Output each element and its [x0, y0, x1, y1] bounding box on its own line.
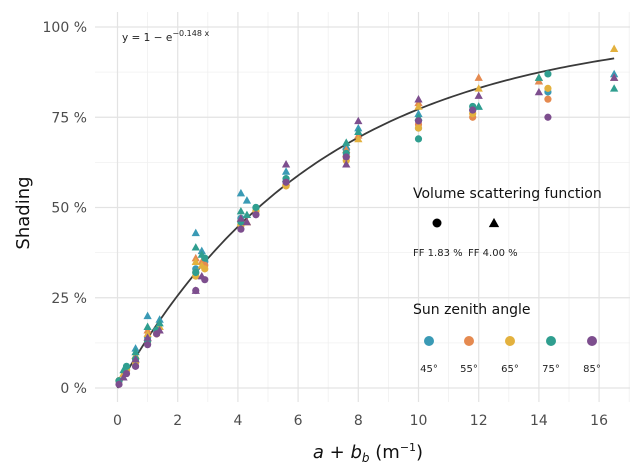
data-point [342, 153, 350, 161]
x-tick-label: 2 [173, 413, 182, 429]
y-axis-title: Shading [13, 176, 34, 249]
legend-color-label: 75° [542, 364, 560, 375]
data-point [414, 135, 423, 143]
data-point [610, 44, 619, 52]
data-point [474, 102, 483, 110]
data-point [281, 167, 291, 175]
x-tick-label: 10 [410, 413, 428, 429]
data-point [414, 124, 423, 132]
legend-shape-title: Volume scattering function [413, 186, 602, 202]
data-point [155, 326, 164, 334]
data-point [414, 95, 423, 103]
data-point [143, 322, 152, 330]
data-point [414, 102, 423, 110]
data-point [252, 203, 260, 212]
data-point [544, 84, 552, 92]
legend-shape-key [432, 218, 442, 228]
data-point [534, 73, 544, 81]
data-point [192, 268, 200, 277]
legend-color-label: 45° [420, 364, 438, 375]
data-point [191, 243, 200, 251]
data-point [342, 160, 351, 168]
legend-shape-label: FF 1.83 % [413, 248, 463, 259]
x-tick-label: 12 [470, 413, 488, 429]
data-point [252, 211, 260, 219]
legend-color-label: 65° [501, 364, 519, 375]
legend-color-key [546, 336, 556, 346]
data-point [144, 341, 152, 349]
data-point [474, 91, 483, 99]
data-point [242, 196, 252, 204]
data-point [115, 380, 123, 388]
data-point [131, 347, 140, 356]
major-gridlines [95, 12, 630, 402]
data-point [155, 318, 164, 327]
data-point [236, 214, 246, 222]
y-tick-label: 75 % [51, 110, 87, 126]
data-point [131, 362, 140, 370]
x-tick-label: 0 [113, 413, 122, 429]
fit-curve [116, 57, 615, 389]
data-point [342, 138, 351, 146]
data-point [469, 106, 477, 114]
legend-color-label: 85° [583, 364, 601, 375]
data-point [474, 73, 483, 81]
data-point [242, 217, 252, 226]
data-point [474, 84, 483, 92]
legend-shape: Volume scattering function FF 1.83 % FF 4… [413, 186, 602, 259]
data-point [236, 188, 246, 197]
x-tick-label: 8 [354, 413, 363, 429]
data-point [354, 116, 363, 125]
data-point [281, 160, 291, 168]
data-point [242, 210, 252, 219]
x-tick-label: 6 [294, 413, 303, 429]
legend-shape-key [488, 217, 500, 228]
y-tick-label: 0 % [60, 381, 87, 397]
tick-labels: 0 2 4 6 8 10 12 14 16 0 % 25 % 50 % 75 % 100 % [43, 20, 609, 429]
legend-color-key [464, 336, 474, 346]
data-point [143, 311, 152, 320]
fit-curve-layer [116, 57, 615, 389]
data-point [131, 354, 140, 363]
x-tick-label: 14 [530, 413, 548, 429]
data-point [610, 84, 619, 92]
data-point [197, 271, 206, 280]
y-tick-label: 100 % [43, 20, 87, 36]
data-point [610, 73, 619, 81]
fit-equation: y = 1 − e−0.148 x [122, 29, 209, 44]
data-point [143, 333, 152, 341]
data-point [282, 178, 290, 186]
data-point [544, 95, 552, 103]
y-tick-label: 50 % [51, 201, 87, 217]
x-axis-title: a + bb (m−1) [313, 441, 423, 465]
data-points [115, 44, 619, 388]
data-point [354, 127, 363, 136]
legend-color-key [424, 336, 434, 346]
legend-color: Sun zenith angle 45° 55° 65° 75° 85° [413, 302, 601, 375]
data-point [197, 261, 206, 269]
legend-color-label: 55° [460, 364, 478, 375]
legend-color-key [587, 336, 597, 346]
x-tick-label: 4 [233, 413, 242, 429]
legend-color-title: Sun zenith angle [413, 302, 530, 318]
data-point [237, 225, 245, 233]
data-point [354, 134, 363, 143]
data-point [191, 286, 200, 294]
legend-color-key [505, 336, 515, 346]
y-tick-label: 25 % [51, 291, 87, 307]
data-point [414, 117, 423, 125]
data-point [544, 70, 552, 78]
data-point [236, 206, 246, 215]
x-tick-label: 16 [590, 413, 608, 429]
data-point [119, 373, 128, 381]
data-point [191, 228, 200, 237]
data-point [197, 250, 206, 258]
data-point [191, 257, 200, 265]
legend-shape-label: FF 4.00 % [468, 248, 518, 259]
data-point [534, 87, 544, 96]
data-point [544, 113, 552, 121]
